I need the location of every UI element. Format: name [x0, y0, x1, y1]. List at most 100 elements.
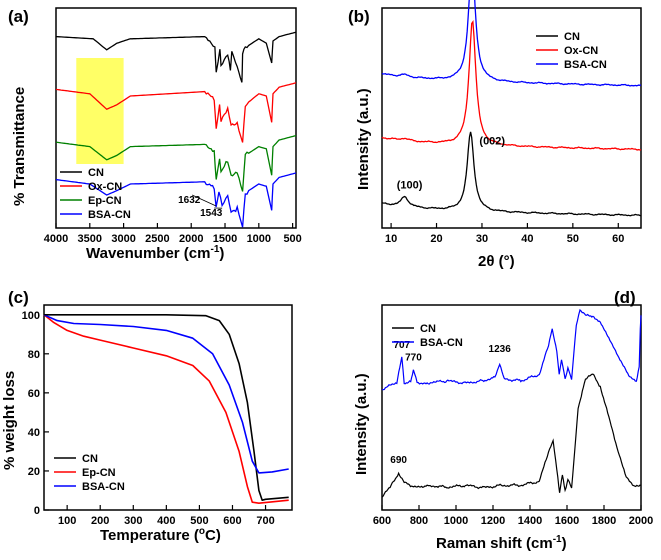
panel-c-legend-label-bsa-cn: BSA-CN	[82, 481, 125, 493]
panel-d-legend-label-cn: CN	[420, 323, 436, 335]
panel-a-plot-frame	[55, 7, 297, 229]
panel-d-annotation-1236: 1236	[489, 344, 512, 355]
panel-c-series-ep-cn	[43, 314, 289, 504]
panel-d-x-ticks: 600 800 1000 1200 1400 1600 1800 2000	[373, 505, 653, 527]
panel-a-x-tick-label: 3000	[111, 233, 135, 245]
panel-c-x-axis-label: Temperature (oC)	[100, 526, 221, 544]
panel-b-x-tick-label: 40	[521, 233, 533, 245]
panel-b-x-tick-label: 10	[385, 233, 397, 245]
panel-b-legend-label-ox-cn: Ox-CN	[564, 45, 598, 57]
panel-d-plot-frame	[381, 304, 642, 511]
panel-d-series-bsa-cn	[381, 308, 642, 391]
panel-c-y-tick-label: 60	[28, 388, 40, 400]
panel-a-x-tick-label: 2500	[145, 233, 169, 245]
panel-a-series-ep-cn	[55, 134, 297, 192]
panel-a-highlight-region	[76, 58, 124, 164]
panel-a-annotation-1543: 1543	[200, 208, 223, 219]
panel-a-x-tick-label: 4000	[44, 233, 68, 245]
panel-d-legend-label-bsa-cn: BSA-CN	[420, 337, 463, 349]
panel-b-y-axis-label: Intensity (a.u.)	[355, 88, 372, 190]
panel-c-x-tick-label: 500	[190, 515, 208, 527]
panel-d-x-tick-label: 1800	[592, 515, 616, 527]
panel-d-x-tick-label: 1200	[481, 515, 505, 527]
panel-d-x-tick-label: 800	[410, 515, 428, 527]
panel-c-plot-frame	[43, 304, 293, 511]
panel-a-series-bsa-cn	[55, 172, 297, 228]
panel-b-x-tick-label: 20	[430, 233, 442, 245]
panel-a-x-tick-label: 500	[283, 233, 301, 245]
panel-c-legend-label-ep-cn: Ep-CN	[82, 467, 116, 479]
panel-b-label: (b)	[348, 7, 370, 26]
panel-b-x-tick-label: 50	[567, 233, 579, 245]
panel-a-x-tick-label: 1000	[247, 233, 271, 245]
panel-c-x-ticks: 100 200 300 400 500 600 700	[58, 505, 275, 527]
panel-a-series-group	[55, 31, 297, 228]
panel-d-label: (d)	[614, 288, 636, 307]
panel-a-x-ticks: 4000 3500 3000 2500 2000 1500 1000 500	[44, 223, 302, 245]
panel-a-x-tick-label: 1500	[213, 233, 237, 245]
panel-a-annotation-1632: 1632	[178, 195, 201, 206]
panel-d-annotation-770: 770	[405, 352, 422, 363]
panel-a-legend-label-cn: CN	[88, 167, 104, 179]
panel-a-x-tick-label: 2000	[179, 233, 203, 245]
panel-c-x-tick-label: 200	[91, 515, 109, 527]
panel-c-y-ticks: 0 20 40 60 80 100	[22, 310, 49, 517]
panel-d-x-tick-label: 1600	[555, 515, 579, 527]
panel-d-legend: CN BSA-CN	[392, 323, 463, 349]
panel-c-legend: CN Ep-CN BSA-CN	[54, 453, 125, 493]
panel-c-legend-label-cn: CN	[82, 453, 98, 465]
panel-b-x-tick-label: 30	[476, 233, 488, 245]
panel-b: 10 20 30 40 50 60 (100) (002) CN Ox-CN BSA-CN (b…	[348, 0, 642, 270]
panel-d-x-tick-label: 1400	[518, 515, 542, 527]
panel-b-series-cn	[381, 131, 642, 217]
panel-c-y-tick-label: 80	[28, 349, 40, 361]
panel-b-annotation-002: (002)	[479, 135, 505, 147]
panel-b-legend-label-cn: CN	[564, 31, 580, 43]
panel-c-series-group	[43, 314, 289, 504]
panel-c-y-tick-label: 100	[22, 310, 40, 322]
panel-c-series-bsa-cn	[43, 314, 289, 474]
panel-b-annotations: (100) (002)	[397, 135, 506, 191]
panel-a-y-axis-label: % Transmittance	[11, 87, 28, 206]
panel-c-label: (c)	[8, 288, 29, 307]
panel-c: 100 200 300 400 500 600 700 0 20 40 60 80 100 CN Ep-…	[1, 288, 293, 544]
panel-d-annotation-690: 690	[390, 455, 407, 466]
panel-b-legend: CN Ox-CN BSA-CN	[536, 31, 607, 71]
panel-b-series-ox-cn	[381, 19, 642, 151]
panel-c-y-tick-label: 40	[28, 427, 40, 439]
panel-a-legend-label-bsa-cn: BSA-CN	[88, 209, 131, 221]
panel-c-series-cn	[44, 314, 289, 501]
panel-d-series-group	[381, 308, 642, 498]
panel-b-series-bsa-cn	[381, 0, 642, 87]
panel-b-plot-frame	[381, 7, 642, 229]
panel-a-series-ox-cn	[55, 82, 297, 143]
panel-a: 4000 3500 3000 2500 2000 1500 1000 500 1632 1543…	[8, 7, 302, 262]
panel-c-x-tick-label: 700	[256, 515, 274, 527]
panel-b-legend-label-bsa-cn: BSA-CN	[564, 59, 607, 71]
panel-c-x-tick-label: 400	[157, 515, 175, 527]
panel-a-x-axis-label: Wavenumber (cm-1)	[86, 244, 224, 262]
panel-d-x-axis-label: Raman shift (cm-1)	[436, 534, 567, 552]
panel-c-y-tick-label: 0	[34, 505, 40, 517]
panel-a-annotation-arrow	[191, 194, 217, 207]
panel-d-annotation-707: 707	[393, 340, 410, 351]
panel-c-x-tick-label: 600	[223, 515, 241, 527]
panel-c-y-axis-label: % weight loss	[1, 371, 18, 470]
panel-b-series-group	[381, 0, 642, 217]
panel-a-legend-label-ox-cn: Ox-CN	[88, 181, 122, 193]
panel-d-y-axis-label: Intensity (a.u.)	[353, 373, 370, 475]
panel-b-x-axis-label: 2θ (°)	[478, 253, 515, 270]
panel-d-x-tick-label: 2000	[629, 515, 653, 527]
panel-d-x-tick-label: 1000	[444, 515, 468, 527]
panel-a-series-cn	[55, 31, 297, 83]
panel-a-label: (a)	[8, 7, 29, 26]
panel-a-legend: CN Ox-CN Ep-CN BSA-CN	[60, 167, 131, 221]
panel-a-x-tick-label: 3500	[78, 233, 102, 245]
panel-b-x-tick-label: 60	[612, 233, 624, 245]
panel-b-annotation-100: (100)	[397, 179, 423, 191]
panel-d-series-cn	[381, 373, 642, 498]
panel-c-y-tick-label: 20	[28, 466, 40, 478]
